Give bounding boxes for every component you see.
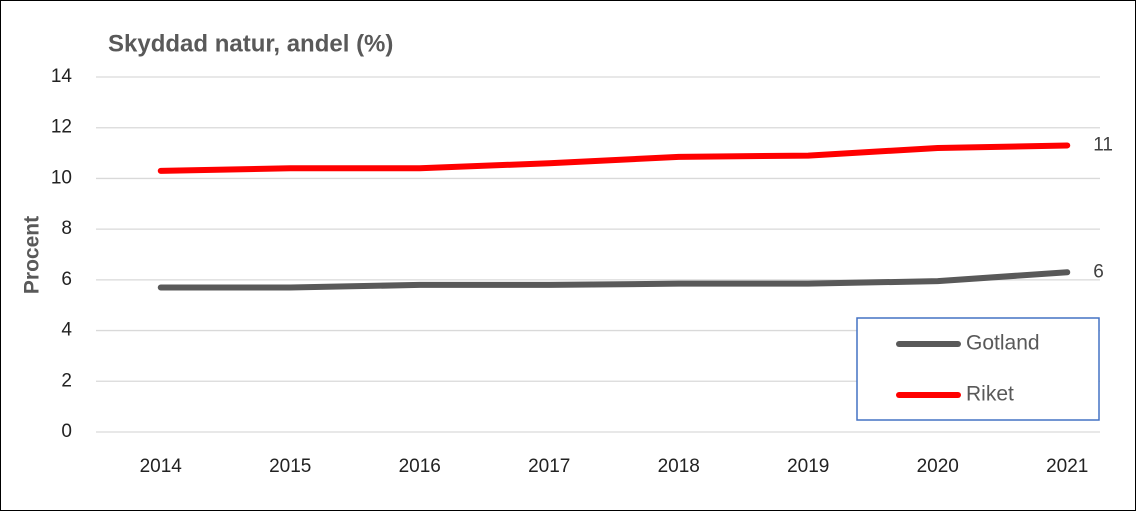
y-tick-label: 2 bbox=[61, 370, 72, 391]
y-tick-label: 14 bbox=[51, 66, 73, 87]
y-tick-label: 8 bbox=[61, 218, 72, 239]
x-tick-label: 2019 bbox=[787, 456, 829, 477]
x-tick-label: 2016 bbox=[399, 456, 441, 477]
x-tick-label: 2014 bbox=[140, 456, 183, 477]
chart-title: Skyddad natur, andel (%) bbox=[108, 30, 393, 57]
y-tick-label: 6 bbox=[61, 269, 72, 290]
y-tick-label: 0 bbox=[61, 421, 72, 442]
y-axis-label: Procent bbox=[21, 216, 44, 294]
y-tick-label: 10 bbox=[51, 167, 72, 188]
series-line bbox=[157, 142, 1071, 174]
data-label: 11 bbox=[1093, 134, 1113, 155]
x-tick-label: 2018 bbox=[658, 456, 700, 477]
x-tick-label: 2020 bbox=[917, 456, 959, 477]
data-label: 6 bbox=[1093, 261, 1104, 282]
legend-box bbox=[856, 317, 1100, 421]
y-tick-label: 12 bbox=[51, 117, 72, 138]
legend-label: Gotland bbox=[966, 332, 1040, 355]
y-tick-label: 4 bbox=[61, 320, 72, 341]
x-tick-label: 2017 bbox=[528, 456, 570, 477]
x-tick-label: 2015 bbox=[269, 456, 311, 477]
legend-label: Riket bbox=[966, 383, 1014, 406]
series-line bbox=[157, 269, 1071, 291]
x-tick-label: 2021 bbox=[1046, 456, 1088, 477]
